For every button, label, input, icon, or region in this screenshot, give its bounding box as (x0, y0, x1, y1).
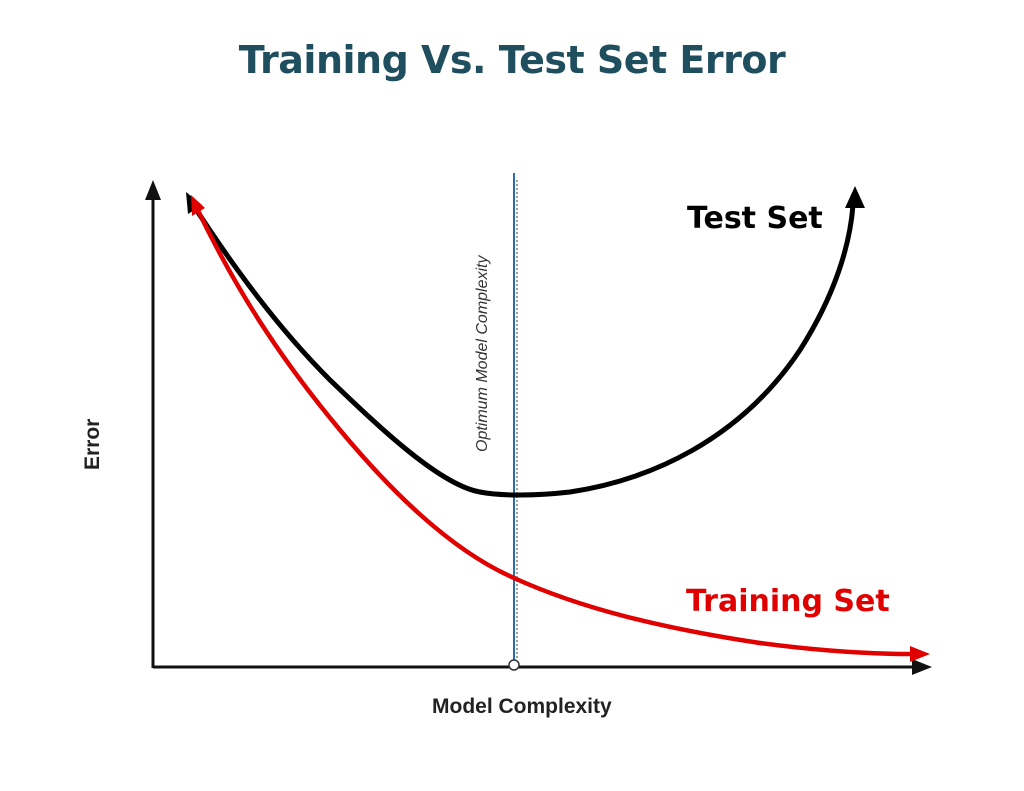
test-set-curve (187, 197, 856, 498)
optimum-label: Optimum Model Complexity (474, 255, 491, 453)
x-axis-arrowhead (912, 659, 932, 675)
test-set-arrowhead (845, 186, 865, 208)
training-set-label: Training Set (686, 584, 890, 619)
training-set-curve (191, 199, 915, 657)
y-axis-label: Error (81, 419, 104, 470)
x-axis-label: Model Complexity (432, 695, 612, 718)
optimum-marker (508, 659, 520, 671)
slide-title: Training Vs. Test Set Error (238, 38, 786, 82)
training-set-start-arrowhead (191, 195, 205, 216)
y-axis-arrowhead (145, 180, 161, 200)
test-set-label: Test Set (687, 201, 823, 236)
training-set-arrowhead (910, 646, 930, 662)
